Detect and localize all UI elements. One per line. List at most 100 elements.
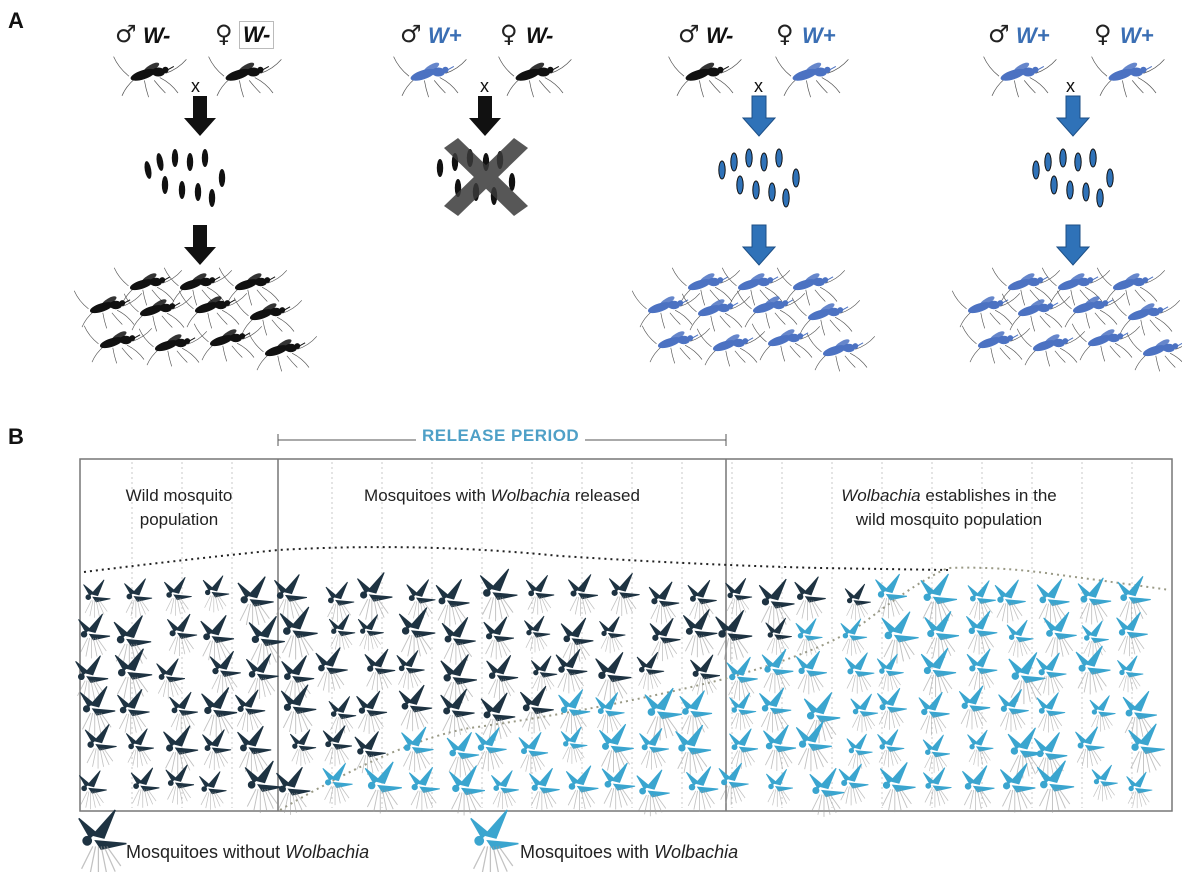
mosquito-without-wolbachia-icon (599, 616, 626, 654)
mosquito-without-wolbachia-icon (560, 617, 594, 664)
mosquito-without-wolbachia-icon (354, 730, 387, 776)
mosquito-with-wolbachia-icon (718, 762, 750, 806)
mosquito-without-wolbachia-icon (364, 648, 396, 693)
mosquito-with-wolbachia-icon (364, 761, 403, 815)
mosquito-with-wolbachia-icon (999, 762, 1036, 814)
mosquito-icon (233, 297, 303, 336)
mosquito-with-wolbachia-icon (491, 770, 520, 810)
legend-italic: Wolbachia (285, 842, 370, 862)
mosquito-with-wolbachia-icon (1007, 727, 1045, 779)
mosquito-with-wolbachia-icon (966, 648, 998, 693)
mosquito-without-wolbachia-icon (280, 684, 317, 735)
stage-label-wild: Wild mosquito population (84, 484, 274, 532)
mosquito-without-wolbachia-icon (357, 614, 385, 652)
mosquito-with-wolbachia-icon (446, 731, 480, 778)
female-symbol: ♀ (776, 20, 794, 48)
stage-label-line: Wild mosquito (125, 486, 233, 505)
mosquito-without-wolbachia-icon (163, 576, 193, 617)
mosquito-icon (696, 328, 766, 367)
mosquito-without-wolbachia-icon (114, 648, 153, 702)
mosquito-without-wolbachia-icon (440, 653, 478, 706)
mosquito-without-wolbachia-icon (165, 764, 195, 805)
female-symbol: ♀ (500, 20, 518, 48)
mosquito-icon (193, 323, 263, 362)
mosquito-with-wolbachia-icon (1035, 652, 1067, 696)
mosquito-without-wolbachia-icon (715, 609, 753, 663)
mosquito-with-wolbachia-icon (1089, 695, 1116, 732)
mosquito-icon (1041, 267, 1111, 306)
mosquito-with-wolbachia-icon (1128, 723, 1166, 776)
mosquito-with-wolbachia-icon (881, 611, 920, 665)
mosquito-without-wolbachia-icon (130, 767, 160, 809)
mosquito-with-wolbachia-icon (685, 766, 719, 812)
mosquito-without-wolbachia-icon (273, 574, 308, 621)
parents-cross-4 (983, 56, 1165, 98)
panel-a-illustration (73, 56, 1182, 372)
mosquito-with-wolbachia-icon (448, 765, 486, 817)
mosquito-without-wolbachia-icon (435, 578, 470, 627)
mosquito-icon (1071, 323, 1141, 362)
stage-label-text: wild mosquito population (855, 510, 1043, 529)
mosquito-without-wolbachia-icon (725, 577, 753, 617)
mosquito-with-wolbachia-icon (729, 692, 757, 731)
mosquito-with-wolbachia-icon (920, 647, 957, 698)
mosquito-without-wolbachia-icon (608, 572, 641, 617)
stage-label-established: Wolbachia establishes in the wild mosqui… (730, 484, 1168, 532)
mosquito-icon (751, 323, 821, 362)
mosquito-with-wolbachia-icon (636, 769, 671, 817)
mosquito-with-wolbachia-icon (560, 726, 588, 765)
mosquito-with-wolbachia-icon (1126, 771, 1153, 809)
mosquito-without-wolbachia-icon (398, 684, 433, 732)
mosquito-with-wolbachia-icon (401, 726, 434, 773)
female-symbol: ♀ (1094, 20, 1112, 48)
mosquito-without-wolbachia-icon (78, 613, 111, 659)
mosquito-without-wolbachia-icon (356, 571, 393, 623)
mosquito-without-wolbachia-icon (75, 655, 109, 703)
mosquito-without-wolbachia-icon (682, 608, 718, 658)
mosquito-without-wolbachia-icon (567, 573, 599, 617)
mosquito-without-wolbachia-icon (794, 576, 827, 621)
stage-label-line: population (139, 510, 219, 529)
mosquito-with-wolbachia-icon (765, 768, 794, 808)
mosquito-with-wolbachia-icon (1075, 726, 1105, 769)
mosquito-with-wolbachia-icon (726, 656, 759, 702)
mosquito-without-wolbachia-icon (525, 574, 555, 616)
mosquito-with-wolbachia-icon (1006, 619, 1034, 658)
mosquito-with-wolbachia-icon (1043, 611, 1078, 660)
mosquito-without-wolbachia-icon (113, 615, 152, 669)
male-symbol: ♂ (678, 20, 700, 48)
mosquito-without-wolbachia-icon (125, 728, 155, 768)
mosquito-without-wolbachia-icon (83, 579, 111, 619)
mosquito-without-wolbachia-icon (84, 723, 118, 770)
eggs-cross-1 (143, 149, 226, 207)
mosquito-with-wolbachia-icon (924, 610, 960, 661)
mosquito-without-wolbachia-icon (234, 689, 266, 733)
mosquito-without-wolbachia-icon (690, 654, 721, 697)
mosquito-with-wolbachia-icon (1008, 651, 1046, 705)
mosquito-without-wolbachia-icon (276, 766, 311, 816)
mosquito-icon (681, 293, 751, 332)
parents-cross-1 (113, 56, 282, 98)
mosquito-without-wolbachia-icon (248, 615, 286, 668)
legend-wild-label: Mosquitoes without Wolbachia (126, 842, 369, 863)
mosquito-with-wolbachia-icon (1116, 611, 1149, 657)
mosquito-with-wolbachia-icon (1081, 620, 1110, 659)
mosquito-without-wolbachia-icon (687, 579, 718, 622)
mosquito-with-wolbachia-icon (1075, 645, 1111, 695)
mosquito-with-wolbachia-icon (408, 766, 441, 811)
mosquito-with-wolbachia-icon (639, 727, 670, 771)
legend-text: Mosquitoes with (520, 842, 655, 862)
mosquito-with-wolbachia-icon (679, 690, 713, 737)
mosquito-without-wolbachia-icon (480, 692, 516, 742)
mosquito-icon (138, 328, 208, 367)
mosquito-with-wolbachia-icon (795, 618, 823, 657)
stage-label-text: released (570, 486, 640, 505)
offspring-cross-3 (631, 267, 876, 372)
mosquito-without-wolbachia-icon (649, 617, 681, 662)
mosquito-with-wolbachia-icon (1117, 655, 1144, 693)
mosquito-with-wolbachia-icon (879, 761, 917, 813)
mosquito-without-wolbachia-icon (166, 613, 198, 657)
mosquito-icon (73, 290, 143, 329)
mosquito-without-wolbachia-icon (398, 607, 436, 659)
mosquito-without-wolbachia-icon (440, 688, 476, 738)
